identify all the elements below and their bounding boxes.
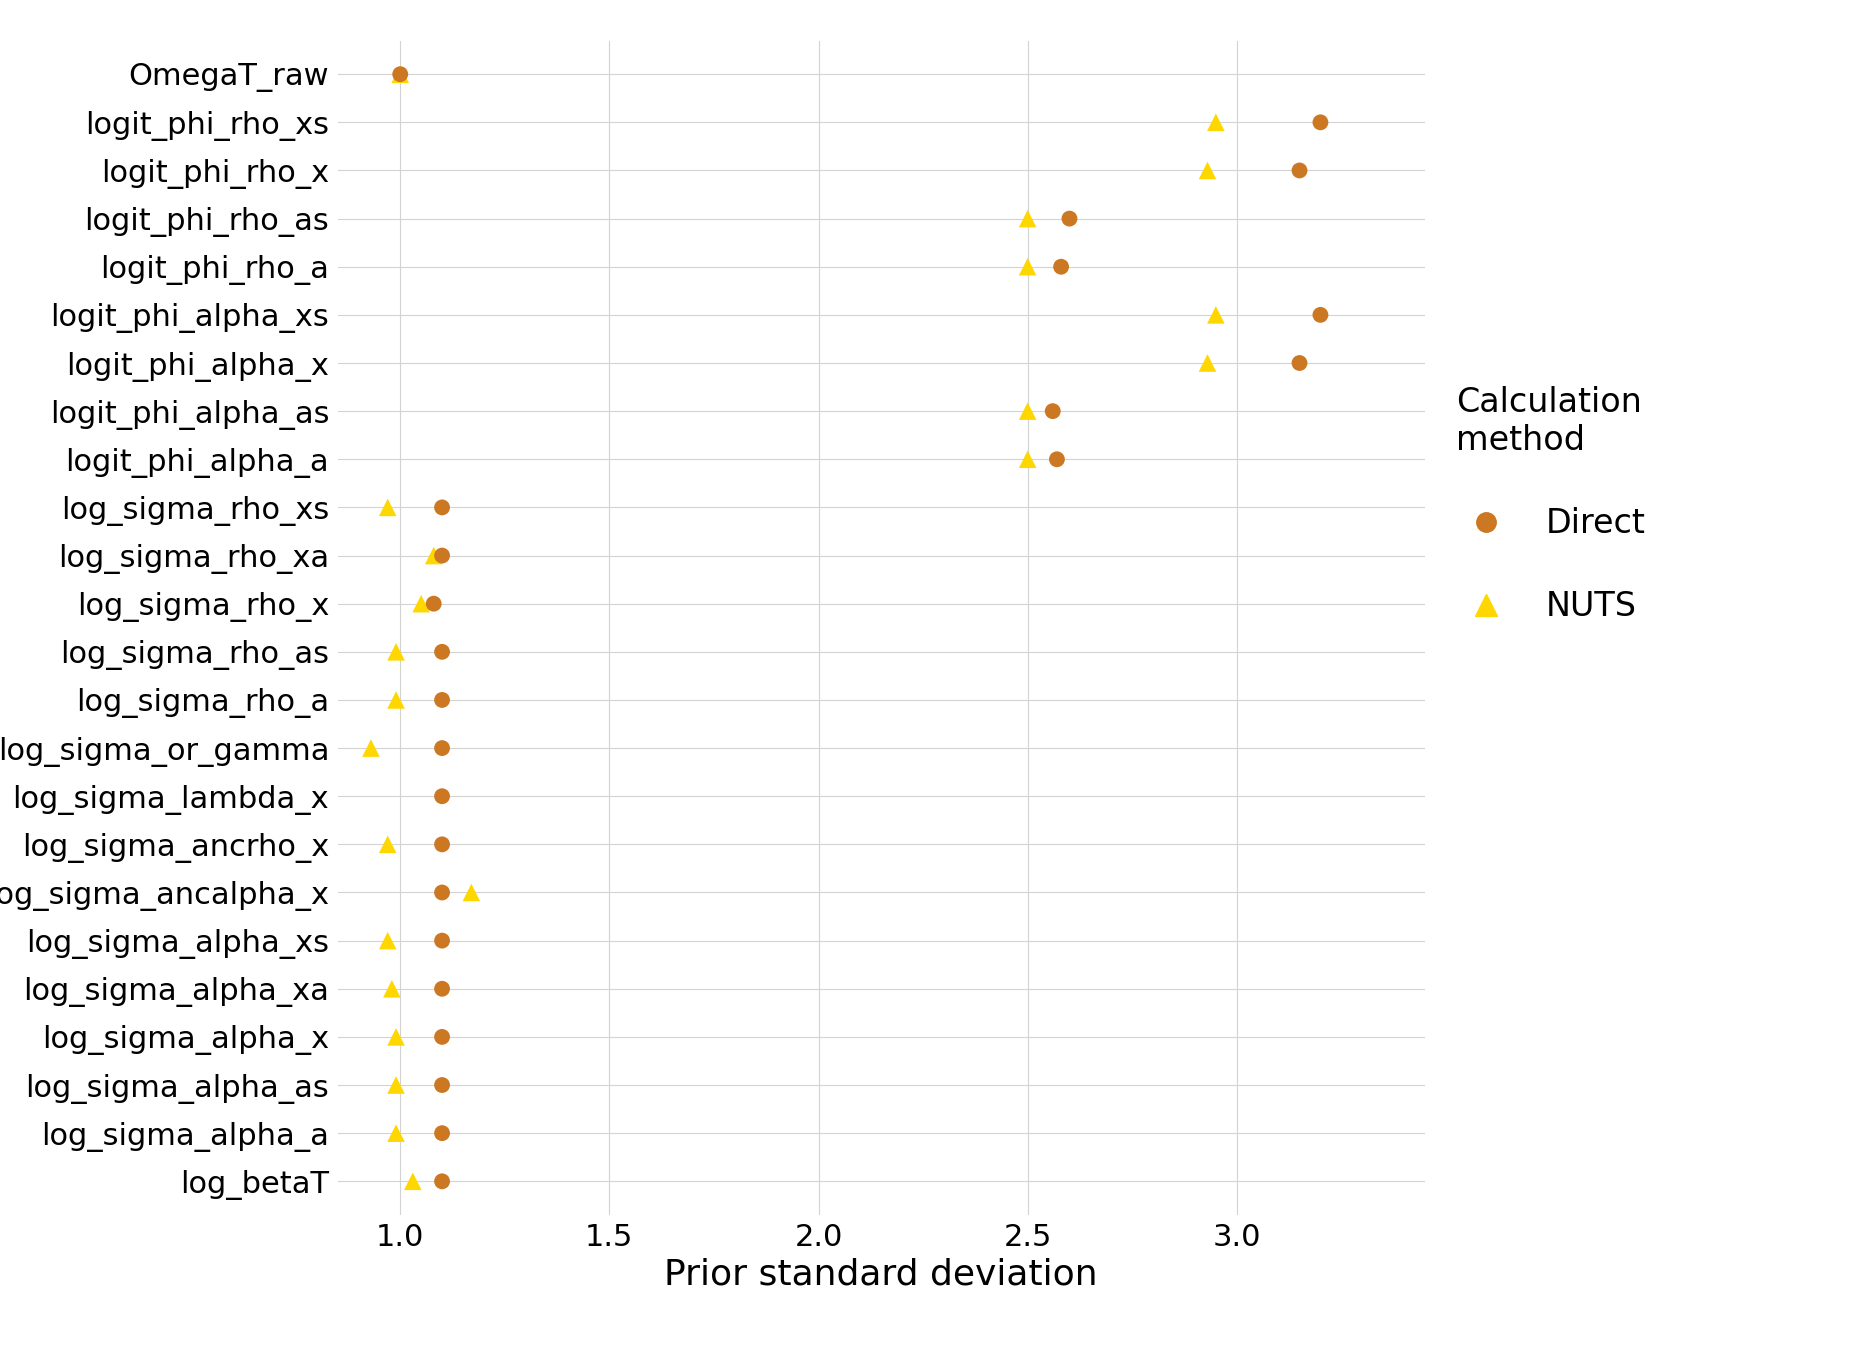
Point [1284, 352, 1314, 374]
Point [356, 737, 386, 759]
Point [384, 63, 414, 85]
Point [428, 641, 458, 663]
Point [1305, 304, 1335, 325]
Point [1046, 256, 1076, 278]
Point [428, 497, 458, 518]
Point [1013, 401, 1043, 423]
Point [381, 641, 411, 663]
Point [1037, 401, 1067, 423]
Point [456, 882, 486, 903]
Point [428, 930, 458, 952]
Point [428, 1075, 458, 1096]
Point [1013, 208, 1043, 230]
Point [428, 786, 458, 807]
Point [428, 737, 458, 759]
Point [1013, 448, 1043, 470]
Point [1042, 448, 1072, 470]
Point [373, 833, 403, 855]
Point [428, 545, 458, 567]
Point [418, 545, 448, 567]
Point [384, 63, 414, 85]
Point [377, 977, 407, 999]
Point [407, 593, 437, 614]
Point [428, 1026, 458, 1048]
Point [1013, 256, 1043, 278]
Point [1192, 159, 1222, 181]
Point [373, 497, 403, 518]
Point [428, 833, 458, 855]
Point [428, 688, 458, 710]
Point [428, 1170, 458, 1192]
Point [1200, 112, 1230, 134]
X-axis label: Prior standard deviation: Prior standard deviation [664, 1258, 1099, 1292]
Point [1305, 112, 1335, 134]
Point [398, 1170, 428, 1192]
Point [381, 1026, 411, 1048]
Point [428, 1122, 458, 1143]
Point [1284, 159, 1314, 181]
Point [418, 593, 448, 614]
Point [381, 688, 411, 710]
Legend: Direct, NUTS: Direct, NUTS [1453, 386, 1646, 624]
Point [1054, 208, 1084, 230]
Point [373, 930, 403, 952]
Point [1200, 304, 1230, 325]
Point [428, 977, 458, 999]
Point [428, 882, 458, 903]
Point [381, 1075, 411, 1096]
Point [1192, 352, 1222, 374]
Point [381, 1122, 411, 1143]
